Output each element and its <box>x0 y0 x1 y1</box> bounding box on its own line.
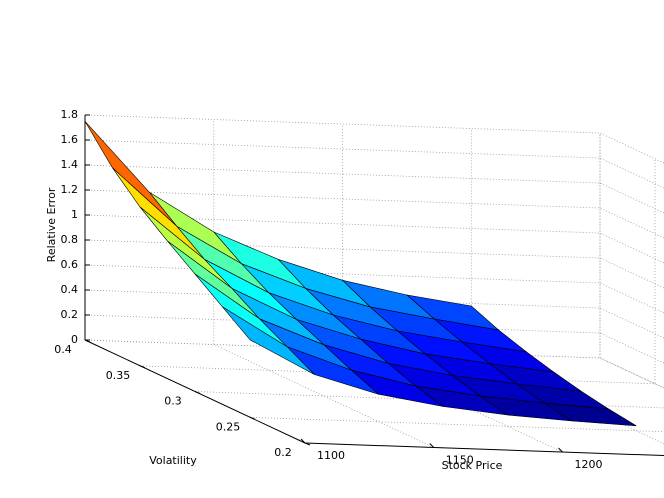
z-tick-label: 1.6 <box>61 133 79 146</box>
z-tick-label: 0 <box>71 333 78 346</box>
y-axis-label: Volatility <box>149 454 197 467</box>
y-tick-label: 0.2 <box>274 446 292 459</box>
y-tick-label: 0.4 <box>54 343 72 356</box>
grid-line <box>84 189 664 239</box>
grid-line <box>84 239 664 289</box>
z-tick-label: 0.2 <box>61 308 79 321</box>
grid-line <box>84 339 664 389</box>
x-tick-label: 1100 <box>317 449 345 462</box>
z-axis-label: Relative Error <box>45 187 58 262</box>
y-tick-label: 0.35 <box>106 369 131 382</box>
y-tick-label: 0.25 <box>216 420 241 433</box>
grid-line <box>249 416 664 433</box>
x-tick <box>300 438 306 444</box>
z-tick-label: 0.8 <box>61 233 79 246</box>
surface-patch <box>222 306 315 375</box>
grid-line <box>84 164 664 214</box>
z-tick-label: 1.4 <box>61 158 79 171</box>
z-tick-label: 0.6 <box>61 258 79 271</box>
x-axis-label: Stock Price <box>442 459 503 472</box>
y-tick <box>194 391 201 394</box>
grid-line <box>84 114 664 164</box>
x-tick-label: 1200 <box>575 458 603 471</box>
grid-line <box>84 139 664 189</box>
x-tick <box>558 447 563 453</box>
z-tick-label: 1.8 <box>61 108 79 121</box>
grid-line <box>84 214 664 264</box>
x-tick <box>429 443 435 448</box>
grid-line <box>194 391 664 409</box>
y-tick <box>249 416 256 420</box>
y-tick-label: 0.3 <box>164 395 182 408</box>
z-tick-label: 0.4 <box>61 283 79 296</box>
y-tick <box>304 442 311 446</box>
x-tick-label: 1150 <box>446 454 474 467</box>
y-tick <box>84 339 91 343</box>
y-tick <box>139 365 146 369</box>
z-tick-label: 1.2 <box>61 183 79 196</box>
z-tick-label: 1 <box>71 208 78 221</box>
